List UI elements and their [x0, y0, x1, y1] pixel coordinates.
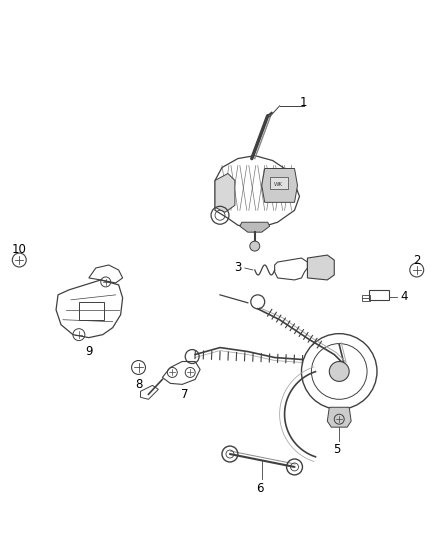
Bar — [79, 302, 104, 320]
Text: 10: 10 — [12, 243, 27, 256]
Polygon shape — [240, 222, 270, 232]
Text: 7: 7 — [181, 388, 189, 401]
Polygon shape — [215, 173, 235, 212]
Bar — [270, 177, 288, 189]
Text: 2: 2 — [413, 254, 420, 266]
Text: 4: 4 — [400, 290, 408, 303]
Text: 6: 6 — [256, 482, 264, 495]
Bar — [362, 295, 370, 301]
Text: 9: 9 — [85, 345, 92, 358]
Polygon shape — [307, 255, 334, 280]
Polygon shape — [262, 168, 297, 203]
Polygon shape — [327, 407, 351, 427]
Text: 5: 5 — [334, 442, 341, 456]
Bar — [369, 290, 389, 300]
Text: 8: 8 — [135, 378, 142, 391]
Text: 3: 3 — [234, 262, 242, 274]
Circle shape — [250, 241, 260, 251]
Circle shape — [329, 361, 349, 382]
Text: WK: WK — [274, 182, 283, 187]
Text: 1: 1 — [300, 96, 307, 109]
